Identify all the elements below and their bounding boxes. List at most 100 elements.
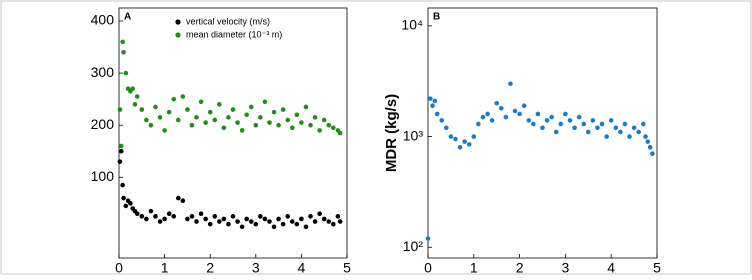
point <box>595 126 600 131</box>
point <box>326 219 331 224</box>
point <box>199 211 204 216</box>
point <box>276 123 281 128</box>
point <box>290 219 295 224</box>
point <box>586 130 591 135</box>
point <box>144 217 149 222</box>
point <box>258 214 263 219</box>
point <box>331 222 336 227</box>
point <box>308 123 313 128</box>
point <box>285 214 290 219</box>
x-tick-label: 3 <box>562 260 570 275</box>
point <box>121 50 126 55</box>
point <box>217 102 222 107</box>
point <box>190 123 195 128</box>
point <box>171 214 176 219</box>
point <box>226 115 231 120</box>
point <box>194 219 199 224</box>
point <box>226 222 231 227</box>
point <box>472 134 477 139</box>
legend-marker <box>175 19 180 24</box>
point <box>572 126 577 131</box>
legend-label: mean diameter (10⁻³ m) <box>186 29 282 39</box>
point <box>526 118 531 123</box>
point <box>581 122 586 127</box>
y-tick-label: 10³ <box>403 127 424 143</box>
point <box>208 110 213 115</box>
point <box>476 122 481 127</box>
x-tick-label: 1 <box>161 260 169 275</box>
point <box>326 123 331 128</box>
panel-label: A <box>124 12 131 23</box>
point <box>331 125 336 130</box>
point <box>439 118 444 123</box>
point <box>536 112 541 117</box>
point <box>235 219 240 224</box>
x-tick-label: 4 <box>298 260 306 275</box>
point <box>299 120 304 125</box>
point <box>267 120 272 125</box>
point <box>212 214 217 219</box>
y-tick-label: 10⁴ <box>401 17 423 33</box>
point <box>240 128 245 133</box>
point <box>212 118 217 123</box>
point <box>135 211 140 216</box>
point <box>549 115 554 120</box>
point <box>185 217 190 222</box>
point <box>485 112 490 117</box>
point <box>244 217 249 222</box>
point <box>118 107 123 112</box>
point <box>490 118 495 123</box>
x-tick-label: 3 <box>252 260 260 275</box>
point <box>462 139 467 144</box>
point <box>568 118 573 123</box>
point <box>317 128 322 133</box>
point <box>308 214 313 219</box>
point <box>559 122 564 127</box>
point <box>545 118 550 123</box>
point <box>120 40 125 45</box>
point <box>176 118 181 123</box>
point <box>449 134 454 139</box>
point <box>467 142 472 147</box>
point <box>171 97 176 102</box>
point <box>285 118 290 123</box>
point <box>540 126 545 131</box>
point <box>508 81 513 86</box>
point <box>281 107 286 112</box>
point <box>648 145 653 150</box>
point <box>641 122 646 127</box>
point <box>433 99 438 104</box>
point <box>295 112 300 117</box>
point <box>231 107 236 112</box>
point <box>153 105 158 110</box>
point <box>263 99 268 104</box>
point <box>199 99 204 104</box>
point <box>185 107 190 112</box>
point <box>513 109 518 114</box>
point <box>162 128 167 133</box>
point <box>313 115 318 120</box>
point <box>453 137 458 142</box>
point <box>295 222 300 227</box>
point <box>144 118 149 123</box>
point <box>613 126 618 131</box>
point <box>609 118 614 123</box>
point <box>600 122 605 127</box>
point <box>140 214 145 219</box>
point <box>203 217 208 222</box>
point <box>646 139 651 144</box>
point <box>435 112 440 117</box>
point <box>563 112 568 117</box>
point <box>167 110 172 115</box>
point <box>426 236 431 241</box>
point <box>124 204 129 209</box>
point <box>313 219 318 224</box>
point <box>249 105 254 110</box>
point <box>203 120 208 125</box>
point <box>304 224 309 229</box>
point <box>499 106 504 111</box>
point <box>428 96 433 101</box>
point <box>650 151 655 156</box>
point <box>531 122 536 127</box>
point <box>133 102 138 107</box>
